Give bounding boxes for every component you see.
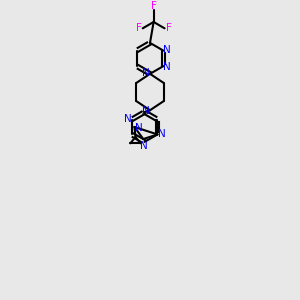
Text: F: F (151, 1, 157, 11)
Text: F: F (166, 23, 172, 33)
Text: N: N (140, 141, 148, 151)
Text: N: N (142, 106, 150, 116)
Text: N: N (142, 68, 150, 78)
Text: N: N (124, 114, 131, 124)
Text: N: N (163, 45, 171, 55)
Text: N: N (135, 123, 142, 133)
Text: N: N (158, 128, 166, 139)
Text: F: F (136, 23, 142, 33)
Text: N: N (163, 62, 171, 72)
